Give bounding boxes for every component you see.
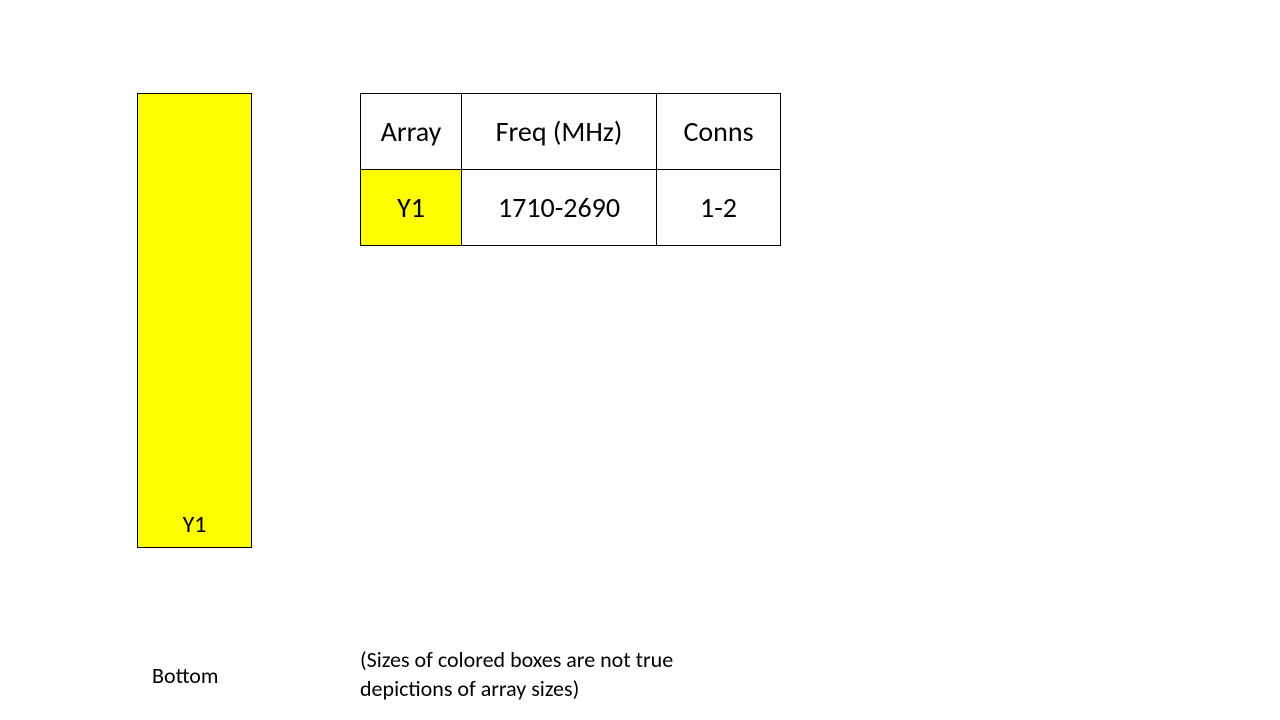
col-array-header: Array — [361, 94, 462, 170]
cell-array: Y1 — [361, 170, 462, 246]
bottom-label: Bottom — [152, 662, 218, 689]
array-box-label: Y1 — [183, 510, 207, 539]
col-conns-header: Conns — [657, 94, 781, 170]
cell-conns: 1-2 — [657, 170, 781, 246]
spec-table: Array Freq (MHz) Conns Y1 1710-2690 1-2 — [360, 93, 781, 246]
col-freq-header: Freq (MHz) — [462, 94, 657, 170]
table-header-row: Array Freq (MHz) Conns — [361, 94, 781, 170]
array-box-y1: Y1 — [137, 93, 252, 548]
table-row: Y1 1710-2690 1-2 — [361, 170, 781, 246]
note-text: (Sizes of colored boxes are not true dep… — [360, 646, 680, 703]
cell-freq: 1710-2690 — [462, 170, 657, 246]
